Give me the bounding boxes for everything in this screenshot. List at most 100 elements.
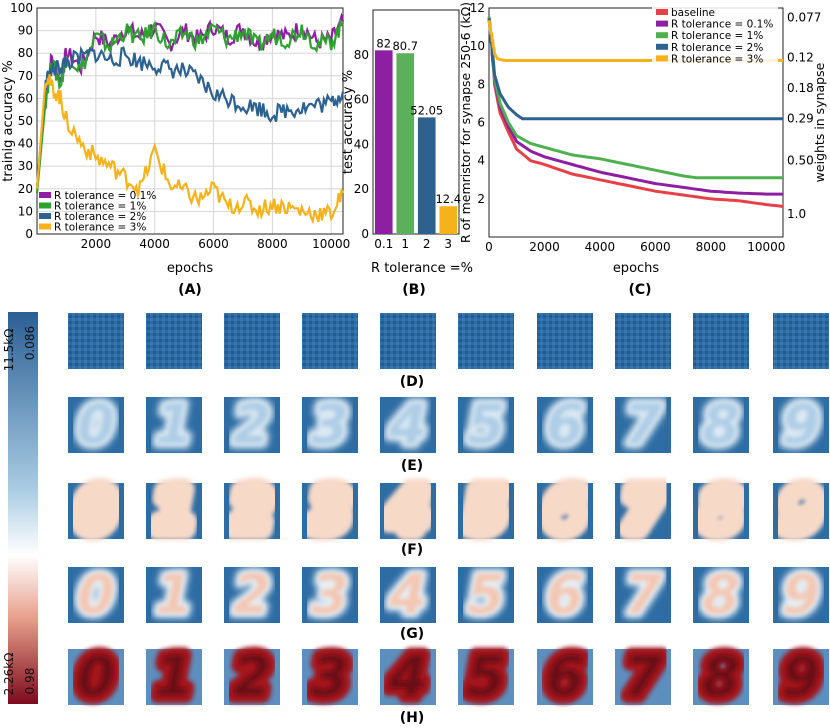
digit-row-d: (D) <box>68 313 829 390</box>
digit-cell: 44 <box>380 387 436 461</box>
digit-glyph-outer: 2 <box>233 563 271 626</box>
y-axis-label: R of memristor for synapse 250-6 (kΩ) <box>458 2 473 243</box>
digit-cell: 11 <box>144 468 204 553</box>
digit-cell-background <box>615 649 671 705</box>
legend-label: R tolerance = 2% <box>671 42 763 54</box>
y-axis-label-right: weights in synapse <box>812 62 827 182</box>
y-tick-label: 70 <box>18 69 33 83</box>
digit-cell: 77 <box>615 637 671 716</box>
y-tick-label: 0 <box>25 227 33 241</box>
legend-swatch <box>656 32 668 39</box>
digit-glyph-outer: 4 <box>388 393 427 456</box>
y-tick-label: 40 <box>18 137 33 151</box>
digit-cell: 00 <box>68 637 124 716</box>
digit-glyph-outer: 6 <box>546 393 584 456</box>
x-tick-label: 0 <box>485 240 493 254</box>
digit-glyph-inner: 9 <box>782 479 820 542</box>
digit-cell-background <box>302 567 358 623</box>
digit-glyph-inner: 4 <box>388 479 427 542</box>
bar-1 <box>396 53 415 235</box>
digit-cell: 33 <box>302 558 358 631</box>
x-tick-label: 3 <box>444 237 452 251</box>
colorbar-bottom-resistance: 2.26kΩ <box>2 653 16 696</box>
x-tick-label: 6000 <box>198 237 229 251</box>
digit-glyph-outer: 3 <box>311 393 349 456</box>
legend-label: R tolerance = 1% <box>671 30 763 42</box>
x-tick-label: 2000 <box>529 240 560 254</box>
digit-cell: 88 <box>693 387 749 461</box>
bar-value-label: 80.7 <box>392 39 418 53</box>
colorbar-bottom-weight: 0.98 <box>23 668 37 695</box>
digit-cell <box>302 313 358 369</box>
digit-cell-background <box>146 649 202 705</box>
digit-cell: 55 <box>458 558 514 631</box>
digit-glyph-inner: 0 <box>77 479 115 542</box>
digit-glyph-outer: 4 <box>388 563 427 626</box>
digit-glyph-inner: 1 <box>155 393 193 456</box>
noise-overlay <box>773 313 829 369</box>
digit-glyph-outer: 1 <box>155 393 193 456</box>
legend-box <box>652 6 778 64</box>
legend-label: R tolerance = 3% <box>54 222 146 234</box>
digit-cell <box>773 313 829 369</box>
digit-glyph-inner: 4 <box>388 393 427 456</box>
digit-glyph-outer: 3 <box>311 645 349 708</box>
digit-cell <box>224 313 280 369</box>
digit-glyph-inner: 5 <box>467 563 505 626</box>
digit-cell: 77 <box>615 558 671 631</box>
digit-glyph-outer: 0 <box>77 563 115 626</box>
digit-cell-background <box>68 397 124 453</box>
legend-label: R tolerance = 0.1% <box>671 19 773 31</box>
digit-glyph-outer: 8 <box>702 645 740 708</box>
digit-cell-background <box>615 483 671 539</box>
y-tick-label: 2 <box>477 192 485 206</box>
digit-glyph-outer: 7 <box>624 563 662 626</box>
y-tick-label: 90 <box>18 24 33 38</box>
digit-cell: 11 <box>146 637 202 716</box>
legend-swatch <box>656 43 668 50</box>
digit-cell-background <box>302 649 358 705</box>
digit-cell: 88 <box>693 558 749 631</box>
y-tick-label: 30 <box>18 159 33 173</box>
digit-glyph-inner: 4 <box>388 563 427 626</box>
digit-glyph-inner: 6 <box>546 393 584 456</box>
digit-cell: 22 <box>224 387 280 461</box>
y-tick-label: 10 <box>18 204 33 218</box>
panel-label-c: (C) <box>628 282 651 298</box>
digit-row-h: 00 11 22 33 44 55 66 77 88 99 (H) <box>68 637 829 726</box>
digit-cell-background <box>773 649 829 705</box>
digit-cell-background <box>380 313 436 369</box>
digit-glyph-outer: 1 <box>155 563 193 626</box>
series-line-c <box>487 16 783 180</box>
digit-glyph-inner: 4 <box>388 645 427 708</box>
panel-label-f: (F) <box>401 542 423 558</box>
digit-glyph-inner: 7 <box>624 645 662 708</box>
digit-cell-background <box>146 567 202 623</box>
digit-glyph-outer: 9 <box>782 645 820 708</box>
digit-glyph-inner: 8 <box>702 479 740 542</box>
digit-glyph-inner: 7 <box>624 393 662 456</box>
digit-cell-background <box>146 397 202 453</box>
digit-cell: 44 <box>377 468 438 553</box>
digit-cell-background <box>146 483 202 539</box>
digit-glyph-inner: 5 <box>467 393 505 456</box>
series-line-a <box>35 74 345 225</box>
digit-glyph-inner: 3 <box>311 393 349 456</box>
legend-label: R tolerance = 0.1% <box>54 190 156 202</box>
digit-cell: 88 <box>691 468 751 553</box>
right-tick-label: 0.077 <box>787 11 821 25</box>
noise-overlay <box>302 313 358 369</box>
digit-cell: 00 <box>68 387 124 461</box>
y-tick-label: 60 <box>354 93 369 107</box>
digit-cell: 33 <box>302 637 358 716</box>
legend-swatch <box>39 192 51 198</box>
digit-row-e: 00 11 22 33 44 55 66 77 88 99 (E) <box>68 387 829 474</box>
digit-cell: 33 <box>302 387 358 461</box>
noise-overlay <box>224 313 280 369</box>
digit-cell <box>458 313 514 369</box>
digit-cell-background <box>693 649 749 705</box>
digit-glyph-inner: 6 <box>546 563 584 626</box>
digit-cell-background <box>537 313 593 369</box>
digit-cell: 11 <box>146 387 202 461</box>
plot-frame <box>372 9 460 235</box>
